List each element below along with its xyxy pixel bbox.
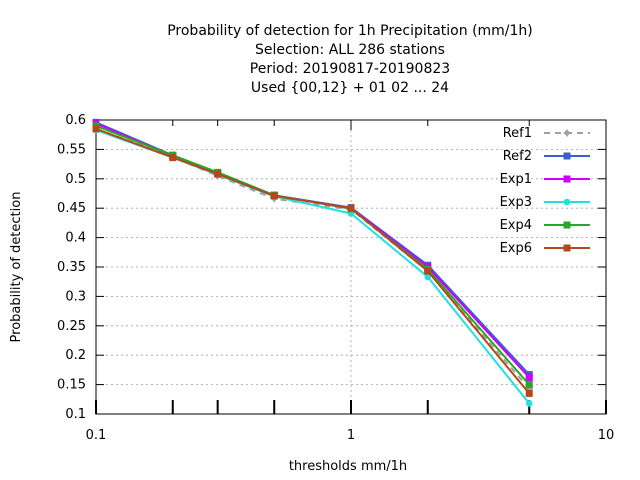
- series-ref2: [92, 118, 533, 379]
- legend-entry-ref2: Ref2: [503, 149, 590, 164]
- data-point-exp3: [424, 273, 432, 281]
- y-tick-label: 0.25: [57, 319, 86, 334]
- legend-marker-ref2: [563, 152, 571, 160]
- y-tick-label: 0.6: [65, 113, 86, 128]
- x-axis-label: thresholds mm/1h: [289, 459, 407, 474]
- series-line-ref2: [95, 121, 530, 376]
- data-point-exp6: [92, 125, 100, 133]
- title-line-1: Probability of detection for 1h Precipit…: [167, 23, 533, 39]
- legend-marker-exp3: [563, 198, 571, 206]
- y-tick-label: 0.4: [65, 231, 86, 246]
- series-line-exp1: [95, 122, 530, 379]
- y-tick-label: 0.2: [65, 348, 86, 363]
- legend-entry-exp1: Exp1: [500, 172, 590, 187]
- data-point-exp6: [214, 170, 222, 178]
- legend-entry-exp4: Exp4: [500, 218, 590, 233]
- data-point-exp1: [525, 374, 533, 382]
- y-tick-label: 0.55: [57, 142, 86, 157]
- y-tick-label: 0.3: [65, 289, 86, 304]
- series-exp1: [92, 120, 533, 382]
- data-point-exp6: [270, 192, 278, 200]
- grid-lines: [96, 120, 606, 414]
- legend-entry-exp3: Exp3: [500, 195, 590, 210]
- series-line-exp6: [95, 127, 530, 395]
- x-tick-label: 0.1: [86, 428, 107, 443]
- x-tick-label: 10: [598, 428, 615, 443]
- x-tick-label: 1: [347, 428, 355, 443]
- legend-label-ref1: Ref1: [503, 126, 532, 141]
- data-point-exp4: [525, 381, 533, 389]
- series-exp6: [92, 125, 533, 397]
- y-axis-label: Probability of detection: [9, 192, 24, 343]
- legend-label-exp4: Exp4: [500, 218, 532, 233]
- legend: Ref1 Ref2 Exp1 Exp3 Exp4 Exp6: [500, 126, 590, 256]
- series-exp4: [92, 122, 533, 389]
- chart-title: Probability of detection for 1h Precipit…: [167, 23, 533, 96]
- y-tick-label: 0.45: [57, 201, 86, 216]
- y-tick-label: 0.35: [57, 260, 86, 275]
- legend-marker-exp6: [563, 244, 571, 252]
- title-line-4: Used {00,12} + 01 02 ... 24: [251, 80, 449, 96]
- data-point-exp6: [169, 154, 177, 162]
- data-point-exp6: [525, 389, 533, 397]
- data-point-exp3: [525, 400, 533, 407]
- y-tick-label: 0.1: [65, 407, 86, 422]
- legend-entry-ref1: Ref1: [503, 126, 590, 141]
- legend-label-exp3: Exp3: [500, 195, 532, 210]
- marker-dot: [564, 130, 570, 136]
- axes: 0.1 0.15 0.2 0.25 0.3 0.35 0.4 0.45 0.5 0.55 0.6 0.…: [57, 113, 614, 443]
- legend-marker-ref1: [563, 129, 571, 137]
- legend-label-exp1: Exp1: [500, 172, 532, 187]
- data-point-exp6: [424, 267, 432, 275]
- title-line-3: Period: 20190817-20190823: [250, 61, 450, 77]
- series-ref1: [92, 125, 533, 393]
- series-line-exp4: [95, 124, 530, 386]
- title-line-2: Selection: ALL 286 stations: [255, 42, 445, 58]
- legend-label-ref2: Ref2: [503, 149, 532, 164]
- series-line-ref1: [95, 127, 530, 390]
- y-tick-label: 0.5: [65, 172, 86, 187]
- legend-entry-exp6: Exp6: [500, 241, 590, 256]
- legend-marker-exp1: [563, 175, 571, 183]
- legend-marker-exp4: [563, 221, 571, 229]
- y-tick-label: 0.15: [57, 378, 86, 393]
- data-point-exp6: [347, 204, 355, 212]
- series-lines: [92, 118, 533, 407]
- legend-label-exp6: Exp6: [500, 241, 532, 256]
